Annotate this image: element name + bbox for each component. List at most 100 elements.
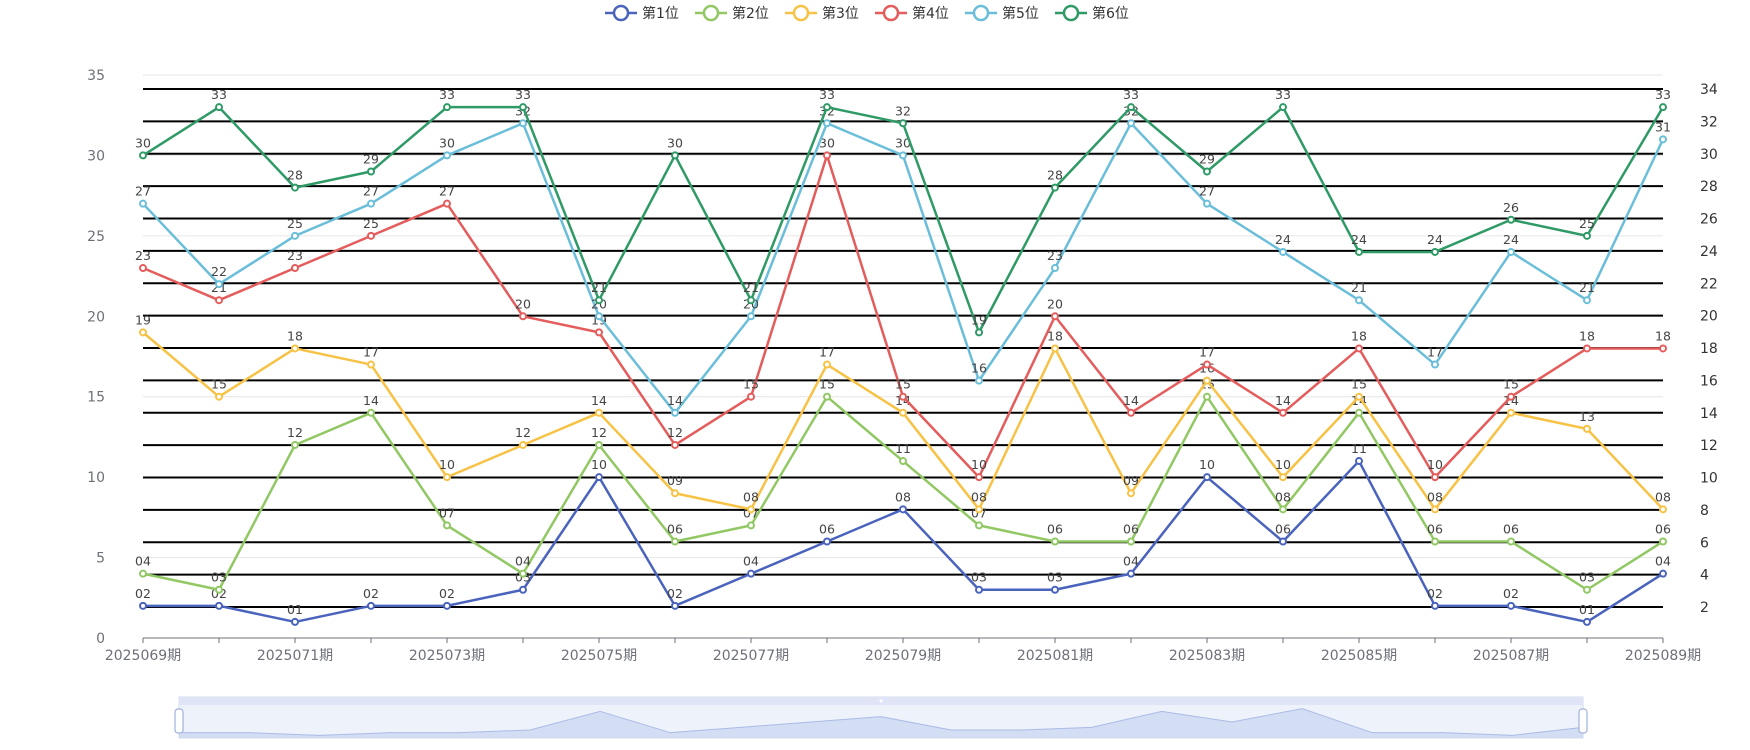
data-point[interactable] <box>215 296 223 305</box>
data-point[interactable] <box>519 585 527 594</box>
series-line[interactable] <box>142 122 1665 415</box>
data-point[interactable] <box>1659 344 1667 353</box>
data-point[interactable] <box>1431 473 1439 482</box>
data-point[interactable] <box>747 569 755 578</box>
data-point[interactable] <box>291 617 299 626</box>
data-point[interactable] <box>595 312 603 321</box>
data-point[interactable] <box>1127 569 1135 578</box>
data-point[interactable] <box>747 296 755 305</box>
data-point[interactable] <box>1659 135 1667 144</box>
data-point[interactable] <box>1203 167 1211 176</box>
data-point[interactable] <box>747 312 755 321</box>
data-point[interactable] <box>519 103 527 112</box>
data-point[interactable] <box>1279 103 1287 112</box>
data-point[interactable] <box>291 183 299 192</box>
data-point[interactable] <box>1659 103 1667 112</box>
data-point[interactable] <box>595 440 603 449</box>
data-point[interactable] <box>671 489 679 498</box>
data-point[interactable] <box>1127 119 1135 128</box>
data-point[interactable] <box>1659 537 1667 546</box>
data-point[interactable] <box>215 601 223 610</box>
chart-series[interactable]: 0202010202031002040608030304100611020201… <box>135 87 1671 626</box>
data-point[interactable] <box>443 103 451 112</box>
data-point[interactable] <box>747 392 755 401</box>
data-point[interactable] <box>1583 231 1591 240</box>
data-point[interactable] <box>1583 617 1591 626</box>
data-point[interactable] <box>1051 585 1059 594</box>
data-point[interactable] <box>519 119 527 128</box>
data-point[interactable] <box>1279 473 1287 482</box>
data-point[interactable] <box>823 151 831 160</box>
data-point[interactable] <box>1127 103 1135 112</box>
data-point[interactable] <box>1127 489 1135 498</box>
data-point[interactable] <box>139 328 147 337</box>
legend-item[interactable]: 第1位 <box>605 4 679 22</box>
data-point[interactable] <box>747 505 755 514</box>
data-point[interactable] <box>1203 376 1211 385</box>
data-point[interactable] <box>215 280 223 289</box>
zoom-move-handle-icon[interactable] <box>879 699 883 703</box>
data-point[interactable] <box>1051 537 1059 546</box>
data-point[interactable] <box>1279 247 1287 256</box>
data-point[interactable] <box>1203 473 1211 482</box>
data-point[interactable] <box>595 328 603 337</box>
data-point[interactable] <box>975 328 983 337</box>
data-point[interactable] <box>215 585 223 594</box>
data-point[interactable] <box>291 264 299 273</box>
series-6[interactable]: 30 33 28 29 33 33 21 30 21 33 32 19 28 33 29 33 24 24 26 25… <box>135 87 1671 337</box>
data-point[interactable] <box>1431 601 1439 610</box>
data-point[interactable] <box>291 440 299 449</box>
data-point[interactable] <box>975 505 983 514</box>
data-point[interactable] <box>671 440 679 449</box>
data-point[interactable] <box>823 392 831 401</box>
data-point[interactable] <box>139 264 147 273</box>
data-point[interactable] <box>975 521 983 530</box>
data-point[interactable] <box>1051 264 1059 273</box>
data-point[interactable] <box>139 151 147 160</box>
series-1[interactable]: 0202010202031002040608030304100611020201… <box>135 441 1671 626</box>
data-point[interactable] <box>1583 296 1591 305</box>
data-point[interactable] <box>215 392 223 401</box>
data-point[interactable] <box>823 360 831 369</box>
data-point[interactable] <box>1431 247 1439 256</box>
data-point[interactable] <box>139 199 147 208</box>
data-point[interactable] <box>215 103 223 112</box>
data-point[interactable] <box>1583 585 1591 594</box>
data-point[interactable] <box>139 601 147 610</box>
data-point[interactable] <box>1507 247 1515 256</box>
data-point[interactable] <box>1659 505 1667 514</box>
data-point[interactable] <box>1279 537 1287 546</box>
legend-item[interactable]: 第6位 <box>1055 4 1129 22</box>
data-point[interactable] <box>1507 215 1515 224</box>
data-point[interactable] <box>1279 505 1287 514</box>
legend-item[interactable]: 第5位 <box>965 4 1039 22</box>
data-point[interactable] <box>1051 183 1059 192</box>
data-point[interactable] <box>1355 247 1363 256</box>
data-point[interactable] <box>671 151 679 160</box>
data-point[interactable] <box>823 537 831 546</box>
data-point[interactable] <box>139 569 147 578</box>
zoom-right-handle[interactable] <box>1578 708 1588 734</box>
data-point[interactable] <box>899 119 907 128</box>
series-5[interactable]: 2722252730322014203230162332272421172421… <box>135 103 1671 417</box>
data-point[interactable] <box>1127 408 1135 417</box>
data-point[interactable] <box>1507 392 1515 401</box>
legend-item[interactable]: 第3位 <box>785 4 859 22</box>
data-point[interactable] <box>1127 537 1135 546</box>
data-point[interactable] <box>595 408 603 417</box>
data-point[interactable] <box>1203 199 1211 208</box>
data-point[interactable] <box>1431 537 1439 546</box>
data-point[interactable] <box>975 376 983 385</box>
data-point[interactable] <box>1431 360 1439 369</box>
data-point[interactable] <box>1355 392 1363 401</box>
data-point[interactable] <box>443 199 451 208</box>
data-point[interactable] <box>1203 392 1211 401</box>
data-point[interactable] <box>671 601 679 610</box>
data-point[interactable] <box>823 103 831 112</box>
data-point[interactable] <box>291 231 299 240</box>
data-point[interactable] <box>1279 408 1287 417</box>
data-point[interactable] <box>1355 296 1363 305</box>
chart-legend[interactable]: 第1位 第2位 第3位 第4位 第5位 第6位 <box>605 4 1129 22</box>
data-point[interactable] <box>1355 344 1363 353</box>
data-point[interactable] <box>367 601 375 610</box>
